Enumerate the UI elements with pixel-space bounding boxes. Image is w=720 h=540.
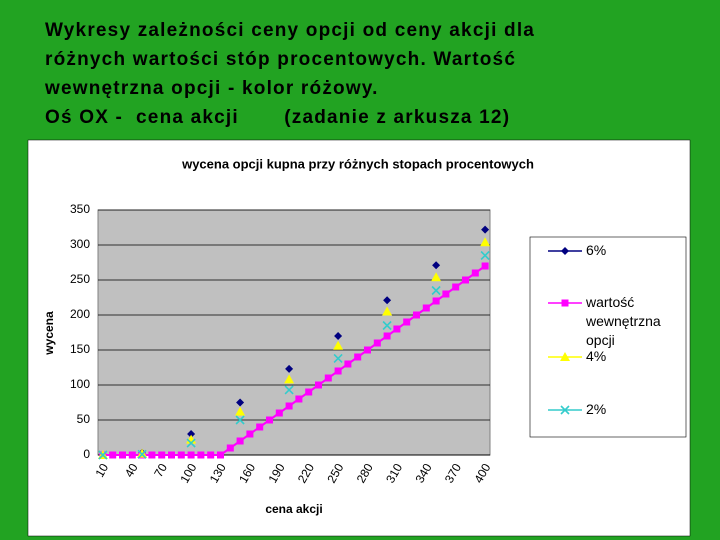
x-tick-label: 40 (122, 461, 141, 480)
y-tick-label: 250 (70, 272, 90, 286)
data-point (382, 320, 392, 331)
data-point (432, 297, 440, 305)
data-point (98, 450, 108, 460)
data-point (364, 346, 371, 354)
data-point (431, 272, 442, 282)
y-tick-label: 350 (70, 202, 90, 216)
data-point (383, 332, 391, 340)
data-point (480, 237, 491, 247)
data-point (109, 451, 117, 459)
data-point (236, 437, 244, 445)
data-point (462, 276, 469, 284)
data-point (285, 364, 294, 373)
data-point (217, 451, 224, 459)
data-point (413, 311, 420, 319)
data-point (315, 381, 322, 389)
data-point (246, 430, 254, 438)
data-point (481, 262, 489, 270)
data-point (186, 438, 196, 448)
legend-marker (561, 299, 569, 307)
x-axis-label: cena akcji (265, 502, 322, 516)
data-point (187, 451, 195, 459)
plot-area (97, 209, 491, 456)
data-point (187, 430, 196, 438)
data-point (373, 339, 381, 347)
data-point (168, 451, 175, 459)
data-point (452, 283, 460, 291)
legend-entry: 4% (586, 348, 607, 364)
y-tick-label: 100 (70, 377, 90, 391)
data-point (226, 444, 234, 452)
data-point (177, 451, 185, 459)
data-point (207, 451, 215, 459)
x-tick-label: 10 (92, 461, 111, 480)
data-point (284, 374, 295, 384)
data-point (305, 388, 313, 396)
data-point (333, 353, 343, 363)
y-tick-label: 150 (70, 342, 90, 356)
y-axis-label: wycena (42, 311, 56, 356)
data-point (295, 395, 303, 403)
slide-title-line: wewnętrzna opcji - kolor różowy. (45, 78, 379, 99)
data-point (480, 250, 490, 261)
data-point (442, 290, 450, 298)
x-tick-label: 70 (151, 461, 170, 480)
y-tick-label: 300 (70, 237, 90, 251)
chart-title: wycena opcji kupna przy różnych stopach … (181, 156, 534, 171)
y-tick-label: 200 (70, 307, 90, 321)
slide-title-line: różnych wartości stóp procentowych. Wart… (45, 49, 517, 70)
data-point (383, 296, 392, 305)
y-tick-label: 50 (77, 412, 91, 426)
series-line (102, 265, 486, 456)
data-point (382, 306, 393, 316)
data-point (256, 423, 264, 431)
data-point (284, 385, 294, 395)
data-point (266, 416, 273, 424)
legend-entry: 6% (586, 242, 607, 258)
data-point (393, 325, 401, 333)
data-point (236, 398, 245, 407)
data-point (403, 318, 411, 326)
data-point (422, 304, 430, 312)
legend-entry: 2% (586, 401, 607, 417)
data-point (275, 409, 283, 417)
data-point (324, 374, 332, 382)
legend-marker (560, 405, 570, 415)
data-point (197, 451, 205, 459)
legend-marker (561, 247, 569, 255)
data-point (432, 261, 441, 270)
data-point (137, 449, 147, 459)
data-point (334, 367, 342, 375)
data-point (158, 451, 166, 459)
data-point (471, 269, 479, 277)
slide-title-line: Oś OX - cena akcji (zadanie z arkusza 12… (45, 107, 511, 128)
data-point (431, 285, 441, 296)
data-point (137, 448, 148, 458)
data-point (128, 451, 136, 459)
slide-title-line: Wykresy zależności ceny opcji od ceny ak… (45, 20, 536, 41)
legend-label: 4% (586, 348, 607, 364)
data-point (344, 360, 352, 368)
legend-label: 2% (586, 401, 607, 417)
legend-entry: wartość wewnętrzna opcji (586, 294, 661, 348)
legend-marker (560, 352, 570, 361)
data-point (333, 340, 344, 350)
data-point (334, 332, 343, 340)
legend-label: wartość wewnętrzna opcji (586, 294, 661, 348)
data-point (119, 451, 126, 459)
y-tick-label: 0 (83, 447, 90, 461)
data-point (354, 353, 362, 361)
legend-label: 6% (586, 242, 607, 258)
data-point (481, 225, 490, 234)
data-point (148, 451, 156, 459)
data-point (235, 415, 245, 425)
data-point (285, 402, 293, 410)
legend-box (529, 236, 687, 438)
data-point (235, 406, 246, 416)
